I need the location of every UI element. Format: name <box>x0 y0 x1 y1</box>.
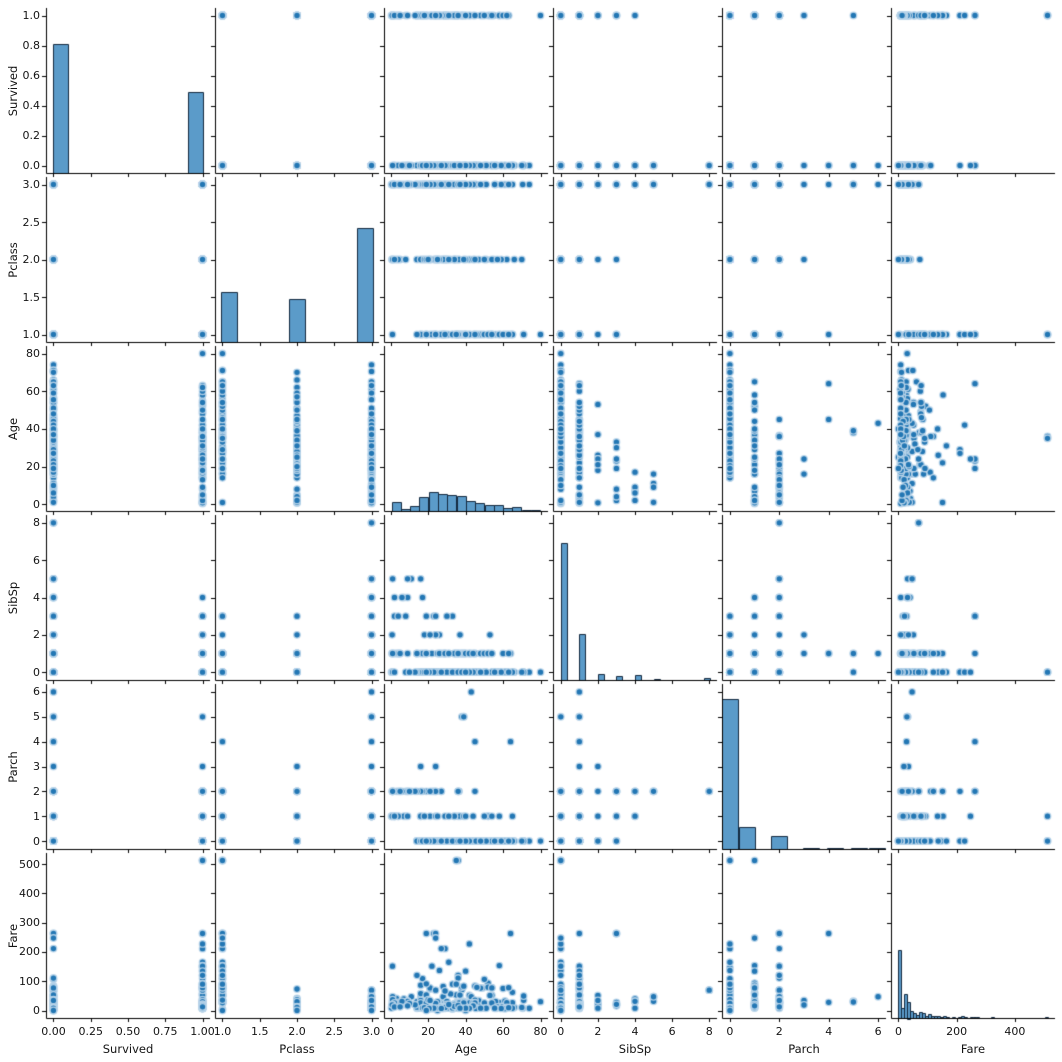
x-tick-label: 6 <box>668 1025 676 1038</box>
x-tick-label: 0 <box>557 1025 565 1038</box>
x-tick-label: 2.0 <box>288 1025 306 1038</box>
y-tick-label: 60 <box>26 384 40 398</box>
x-tick-label: 0.00 <box>41 1025 66 1038</box>
x-axis-label-survived: Survived <box>102 1042 154 1056</box>
y-axis-label-parch: Parch <box>6 750 20 783</box>
y-tick-label: 6 <box>33 685 40 699</box>
y-tick-label: 0.4 <box>22 99 41 112</box>
x-tick-label: 1.0 <box>213 1025 232 1038</box>
y-axis-label-fare: Fare <box>6 923 20 948</box>
y-tick-label: 40 <box>26 422 40 436</box>
y-tick-label: 3 <box>33 760 40 773</box>
y-tick-label: 1 <box>33 809 40 823</box>
y-tick-label: 0.8 <box>22 39 41 52</box>
x-tick-label: 1.5 <box>250 1025 269 1038</box>
x-axis-label-fare: Fare <box>960 1042 986 1056</box>
x-tick-label: 0 <box>894 1025 902 1038</box>
x-tick-label: 2 <box>594 1025 602 1038</box>
y-tick-label: 0 <box>33 665 40 679</box>
y-axis-label-sibsp: SibSp <box>6 581 20 614</box>
y-tick-label: 1.0 <box>22 328 41 341</box>
y-tick-label: 4 <box>33 735 40 749</box>
x-tick-label: 0 <box>387 1025 395 1038</box>
y-tick-label: 1.5 <box>22 290 41 304</box>
x-tick-label: 1.00 <box>190 1025 215 1038</box>
x-tick-label: 2.5 <box>325 1025 344 1038</box>
y-tick-label: 0.6 <box>22 69 41 82</box>
y-tick-label: 0 <box>33 497 40 511</box>
y-tick-label: 300 <box>19 916 40 930</box>
y-tick-label: 20 <box>26 460 40 474</box>
y-tick-label: 8 <box>33 516 40 530</box>
y-tick-label: 4 <box>33 591 40 604</box>
x-tick-label: 0.75 <box>153 1025 178 1038</box>
y-tick-label: 1.0 <box>22 9 41 22</box>
y-axis-label-pclass: Pclass <box>6 241 20 278</box>
y-tick-label: 0.0 <box>22 159 41 172</box>
x-tick-label: 60 <box>496 1025 511 1038</box>
y-tick-label: 400 <box>19 886 40 900</box>
y-tick-label: 80 <box>26 347 40 361</box>
y-tick-label: 0.2 <box>22 129 41 142</box>
x-axis-label-pclass: Pclass <box>279 1042 315 1056</box>
x-tick-label: 4 <box>825 1025 833 1038</box>
x-tick-label: 80 <box>533 1025 548 1038</box>
y-tick-label: 2 <box>33 784 40 798</box>
y-tick-label: 500 <box>19 857 40 871</box>
y-tick-label: 6 <box>33 553 40 567</box>
x-tick-label: 2 <box>775 1025 783 1038</box>
y-tick-label: 0 <box>33 1004 40 1017</box>
x-tick-label: 4 <box>631 1025 639 1038</box>
y-axis-label-survived: Survived <box>6 65 20 116</box>
x-tick-label: 0 <box>726 1025 734 1038</box>
y-tick-label: 0 <box>33 834 40 848</box>
x-tick-label: 20 <box>421 1025 436 1038</box>
x-tick-label: 3.0 <box>362 1025 381 1038</box>
y-tick-label: 2 <box>33 628 40 642</box>
x-tick-label: 40 <box>458 1025 473 1038</box>
x-axis-label-age: Age <box>454 1042 478 1056</box>
x-tick-label: 0.25 <box>78 1025 103 1038</box>
y-axis-label-age: Age <box>6 417 20 440</box>
x-tick-label: 200 <box>946 1025 968 1038</box>
x-tick-label: 8 <box>705 1025 713 1038</box>
x-tick-label: 6 <box>874 1025 882 1038</box>
x-tick-label: 400 <box>1004 1025 1026 1038</box>
x-axis-label-parch: Parch <box>788 1042 820 1056</box>
x-axis-label-sibsp: SibSp <box>618 1042 652 1056</box>
y-tick-label: 2.0 <box>22 253 41 266</box>
x-tick-label: 0.50 <box>115 1025 141 1038</box>
y-tick-label: 200 <box>19 945 40 959</box>
y-tick-label: 100 <box>19 974 40 988</box>
y-tick-label: 2.5 <box>22 215 41 229</box>
y-tick-label: 5 <box>33 710 40 724</box>
y-tick-label: 3.0 <box>22 178 41 191</box>
